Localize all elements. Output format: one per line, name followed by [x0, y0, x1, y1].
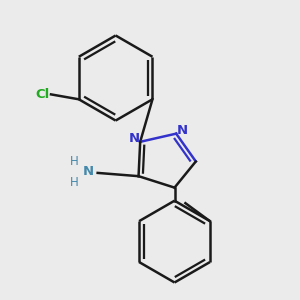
Text: N: N [82, 165, 94, 178]
Text: H: H [70, 155, 79, 168]
Text: Cl: Cl [35, 88, 50, 101]
Text: H: H [70, 176, 79, 189]
Text: N: N [129, 132, 140, 145]
Text: N: N [176, 124, 188, 137]
